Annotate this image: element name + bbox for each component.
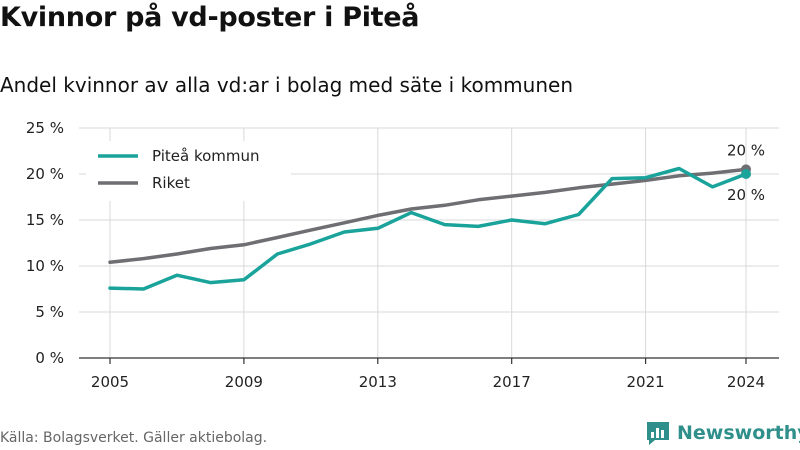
x-tick-label: 2005 — [91, 373, 129, 391]
series-lines — [108, 164, 751, 291]
brand-name: Newsworthy — [677, 422, 800, 444]
newsworthy-icon — [647, 422, 669, 445]
y-tick-label: 0 % — [35, 349, 64, 367]
y-tick-label: 15 % — [26, 211, 64, 229]
x-tick-label: 2017 — [493, 373, 531, 391]
source-note: Källa: Bolagsverket. Gäller aktiebolag. — [0, 430, 268, 446]
legend-label-riket: Riket — [152, 174, 190, 192]
x-tick-label: 2024 — [727, 373, 765, 391]
end-label-pitea: 20 % — [727, 186, 765, 204]
end-label-riket: 20 % — [727, 141, 765, 159]
y-tick-label: 10 % — [26, 257, 64, 275]
legend-background — [86, 141, 291, 201]
axes: 0 % 5 % 10 % 15 % 20 % 25 % 2005 2009 2013 2017 20… — [26, 119, 779, 391]
line-chart: 0 % 5 % 10 % 15 % 20 % 25 % 2005 2009 2013 2017 20… — [26, 119, 779, 391]
legend: Piteå kommun Riket — [86, 141, 291, 201]
series-line-riket — [108, 167, 748, 265]
end-point-pitea — [741, 169, 751, 179]
value-labels: 20 % 20 % — [727, 141, 765, 204]
x-tick-label: 2013 — [359, 373, 397, 391]
y-tick-label: 5 % — [35, 303, 64, 321]
series-line-pitea — [108, 166, 748, 291]
legend-label-pitea: Piteå kommun — [152, 147, 260, 165]
y-tick-label: 25 % — [26, 119, 64, 137]
chart-title: Kvinnor på vd-poster i Piteå — [0, 2, 420, 33]
chart-subtitle: Andel kvinnor av alla vd:ar i bolag med … — [0, 73, 573, 97]
x-tick-label: 2021 — [626, 373, 664, 391]
x-tick-label: 2009 — [225, 373, 263, 391]
y-tick-label: 20 % — [26, 165, 64, 183]
brand-logo: Newsworthy — [645, 420, 800, 446]
